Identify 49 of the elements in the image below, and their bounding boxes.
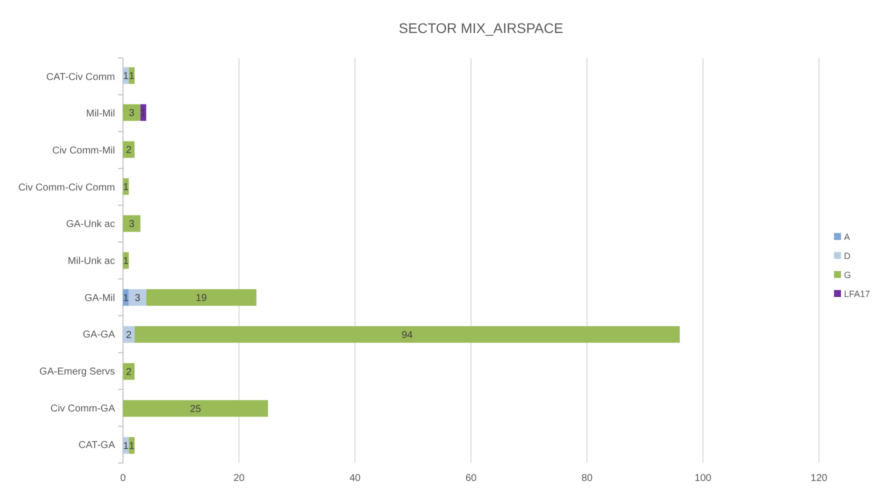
bar xyxy=(123,400,268,417)
bar xyxy=(123,215,140,232)
y-tick-label: CAT-GA xyxy=(78,440,116,452)
data-label: 19 xyxy=(196,292,208,304)
bar xyxy=(134,326,680,343)
y-tick-label: GA-GA xyxy=(82,330,116,341)
y-tick-label: Civ Comm-Mil xyxy=(52,146,115,157)
legend-label: G xyxy=(844,270,852,280)
bar xyxy=(146,289,256,306)
data-label: 3 xyxy=(128,108,135,120)
x-tick-label: 40 xyxy=(349,473,361,484)
y-tick-label: GA-Emerg Servs xyxy=(39,366,115,378)
x-tick-label: 20 xyxy=(233,473,245,484)
data-label: 2 xyxy=(126,366,132,378)
legend-label: LFA17 xyxy=(844,289,870,300)
y-tick-label: Civ Comm-Civ Comm xyxy=(18,182,115,194)
data-label: 1 xyxy=(123,71,130,82)
x-tick-label: 0 xyxy=(120,473,126,484)
x-tick-label: 100 xyxy=(694,473,712,484)
data-label: 1 xyxy=(128,440,135,452)
x-tick-label: 120 xyxy=(810,473,828,484)
data-label: 2 xyxy=(126,330,132,341)
data-label: 1 xyxy=(123,256,130,267)
data-label: 94 xyxy=(402,330,414,341)
y-tick-label: Mil-Mil xyxy=(86,108,115,120)
data-label: 3 xyxy=(134,292,141,304)
y-tick-label: CAT-Civ Comm xyxy=(46,72,115,83)
legend-label: A xyxy=(844,232,850,242)
data-label: 1 xyxy=(123,182,130,194)
chart-title: SECTOR MIX_AIRSPACE xyxy=(398,20,564,36)
data-label: 1 xyxy=(128,71,135,82)
data-label: 2 xyxy=(126,145,132,156)
y-tick-label: Mil-Unk ac xyxy=(68,256,115,267)
bar xyxy=(128,289,146,306)
data-label: 25 xyxy=(190,404,202,415)
y-tick-label: GA-Unk ac xyxy=(66,219,115,230)
data-label: 1 xyxy=(140,108,147,120)
data-label: 1 xyxy=(123,292,130,304)
y-tick-label: Civ Comm-GA xyxy=(50,403,116,414)
x-tick-label: 60 xyxy=(465,473,477,484)
data-label: 3 xyxy=(128,219,135,230)
bar xyxy=(123,326,135,343)
legend-label: D xyxy=(844,251,851,262)
bar xyxy=(123,141,135,158)
bar xyxy=(123,104,140,121)
bar xyxy=(123,363,135,380)
y-tick-label: GA-Mil xyxy=(84,292,115,304)
data-label: 1 xyxy=(123,440,130,452)
x-tick-label: 80 xyxy=(581,473,593,484)
